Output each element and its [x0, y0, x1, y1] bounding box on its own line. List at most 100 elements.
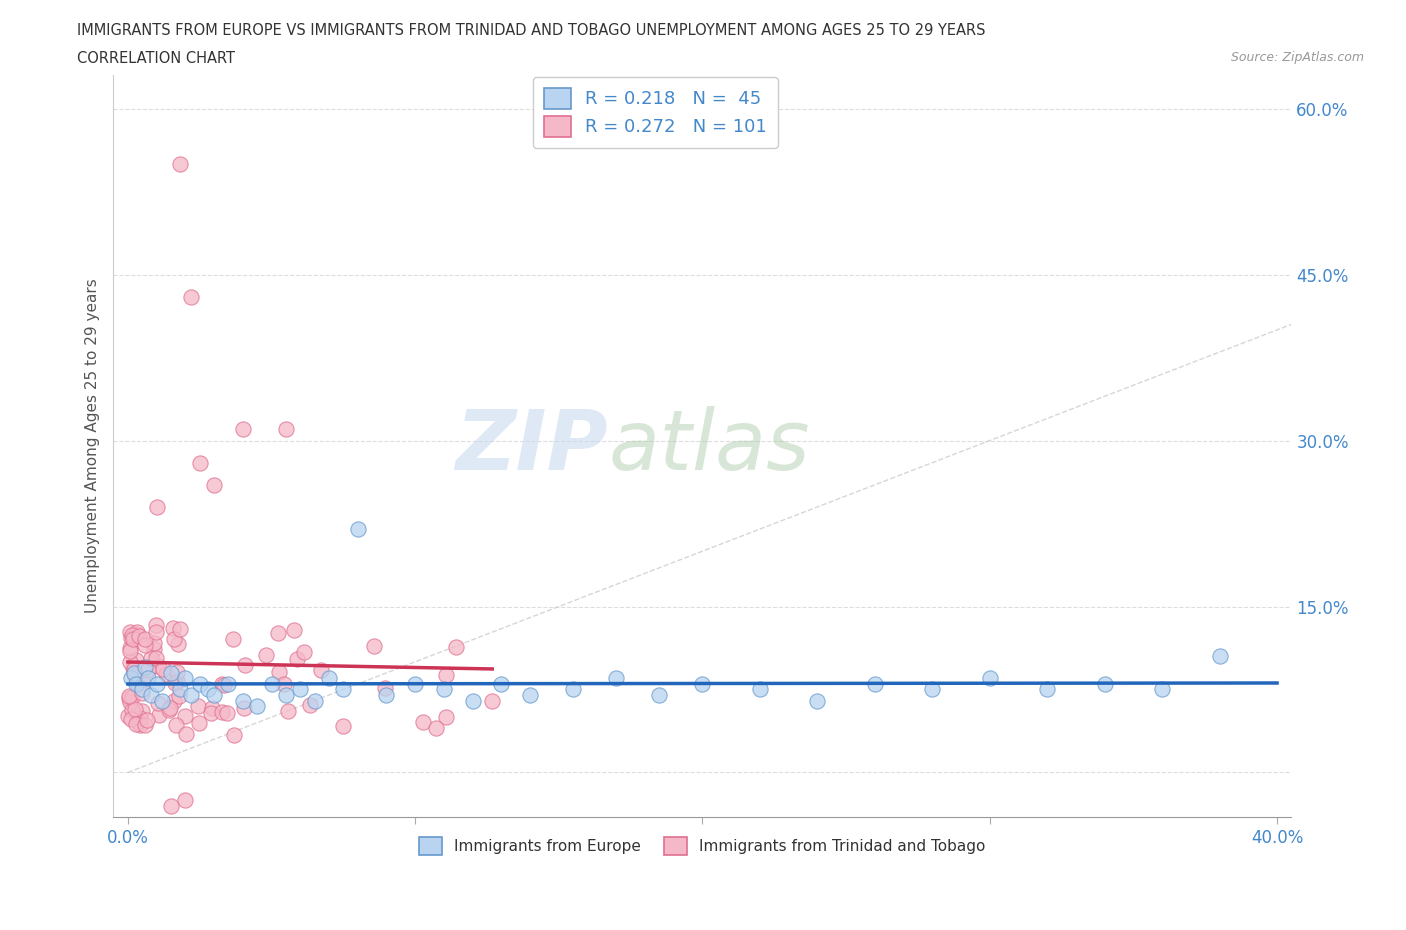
Point: [260, 676, 283, 691]
Point: [127, 714, 149, 729]
Point: [148, 708, 170, 723]
Point: [150, 693, 173, 708]
Point: [1208, 649, 1230, 664]
Text: atlas: atlas: [609, 405, 810, 486]
Point: [120, 712, 142, 727]
Point: [145, 651, 167, 666]
Point: [298, 698, 321, 712]
Point: [157, 703, 180, 718]
Point: [124, 701, 146, 716]
Point: [233, 701, 256, 716]
Point: [404, 676, 426, 691]
Text: CORRELATION CHART: CORRELATION CHART: [77, 51, 235, 66]
Point: [806, 693, 828, 708]
Point: [129, 711, 152, 726]
Point: [269, 664, 291, 679]
Point: [120, 640, 142, 655]
Point: [412, 714, 434, 729]
Point: [142, 642, 165, 657]
Point: [363, 639, 385, 654]
Point: [167, 637, 190, 652]
Point: [131, 682, 153, 697]
Point: [160, 666, 183, 681]
Point: [224, 728, 246, 743]
Point: [122, 666, 145, 681]
Point: [136, 712, 159, 727]
Text: Source: ZipAtlas.com: Source: ZipAtlas.com: [1230, 51, 1364, 64]
Point: [434, 710, 457, 724]
Point: [273, 676, 295, 691]
Point: [211, 705, 233, 720]
Point: [222, 631, 245, 646]
Point: [285, 651, 308, 666]
Point: [134, 631, 156, 646]
Point: [309, 663, 332, 678]
Point: [145, 618, 167, 632]
Point: [121, 702, 143, 717]
Point: [290, 682, 312, 697]
Text: IMMIGRANTS FROM EUROPE VS IMMIGRANTS FROM TRINIDAD AND TOBAGO UNEMPLOYMENT AMONG: IMMIGRANTS FROM EUROPE VS IMMIGRANTS FRO…: [77, 23, 986, 38]
Point: [152, 661, 174, 676]
Point: [117, 688, 139, 703]
Point: [180, 289, 202, 304]
Legend: Immigrants from Europe, Immigrants from Trinidad and Tobago: Immigrants from Europe, Immigrants from …: [413, 831, 991, 861]
Point: [274, 687, 297, 702]
Point: [127, 677, 149, 692]
Point: [246, 698, 269, 713]
Point: [162, 620, 184, 635]
Point: [121, 690, 143, 705]
Point: [120, 695, 142, 710]
Point: [277, 704, 299, 719]
Point: [202, 477, 225, 492]
Point: [200, 705, 222, 720]
Point: [304, 693, 326, 708]
Point: [433, 682, 456, 697]
Point: [134, 637, 156, 652]
Point: [267, 625, 290, 640]
Point: [143, 635, 166, 650]
Point: [117, 709, 139, 724]
Point: [274, 422, 297, 437]
Point: [481, 694, 503, 709]
Point: [160, 798, 183, 813]
Point: [124, 661, 146, 676]
Point: [122, 660, 145, 675]
Point: [120, 655, 142, 670]
Point: [1036, 682, 1059, 697]
Point: [136, 671, 159, 685]
Point: [139, 687, 162, 702]
Point: [118, 644, 141, 658]
Point: [155, 666, 177, 681]
Point: [159, 700, 181, 715]
Point: [1152, 682, 1174, 697]
Point: [120, 625, 142, 640]
Point: [232, 422, 254, 437]
Point: [134, 660, 156, 675]
Point: [145, 676, 167, 691]
Point: [748, 682, 770, 697]
Point: [122, 631, 145, 646]
Point: [188, 716, 211, 731]
Point: [200, 700, 222, 715]
Point: [131, 704, 153, 719]
Point: [128, 629, 150, 644]
Point: [165, 717, 187, 732]
Point: [122, 666, 145, 681]
Point: [375, 687, 398, 702]
Point: [180, 687, 202, 702]
Point: [131, 671, 153, 686]
Point: [125, 653, 148, 668]
Text: ZIP: ZIP: [456, 405, 609, 486]
Point: [212, 678, 235, 693]
Point: [979, 671, 1001, 685]
Point: [118, 690, 141, 705]
Point: [425, 721, 447, 736]
Point: [921, 682, 943, 697]
Point: [332, 682, 354, 697]
Point: [145, 499, 167, 514]
Point: [169, 689, 191, 704]
Y-axis label: Unemployment Among Ages 25 to 29 years: Unemployment Among Ages 25 to 29 years: [86, 279, 100, 614]
Point: [562, 682, 585, 697]
Point: [318, 671, 340, 685]
Point: [863, 676, 886, 691]
